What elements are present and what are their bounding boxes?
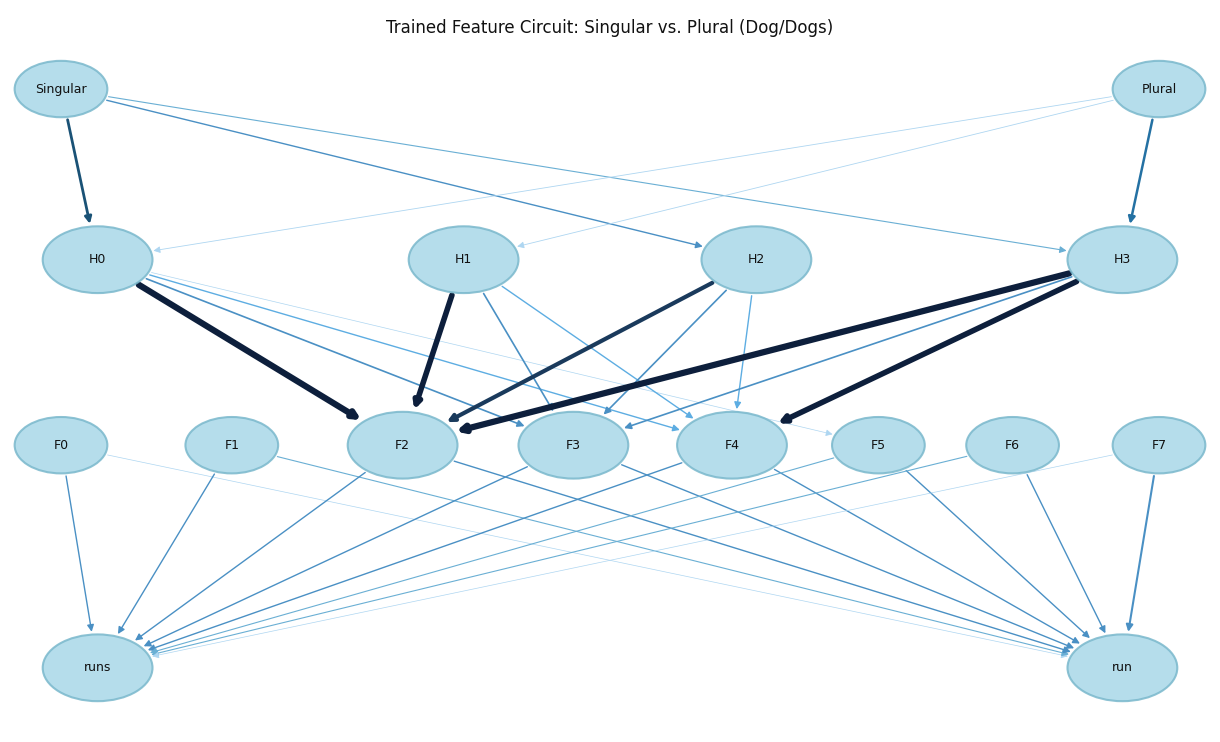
Text: runs: runs [84,661,111,674]
Ellipse shape [1068,226,1177,293]
Text: Singular: Singular [35,82,87,96]
Text: H3: H3 [1114,253,1131,266]
Ellipse shape [677,412,787,479]
Text: H0: H0 [89,253,106,266]
Text: F0: F0 [54,439,68,452]
Ellipse shape [1113,417,1205,473]
Text: F1: F1 [224,439,239,452]
Text: H2: H2 [748,253,765,266]
Ellipse shape [348,412,458,479]
Text: F6: F6 [1005,439,1020,452]
Ellipse shape [518,412,628,479]
Text: F7: F7 [1152,439,1166,452]
Text: F3: F3 [566,439,581,452]
Ellipse shape [966,417,1059,473]
Ellipse shape [43,634,152,701]
Ellipse shape [1068,634,1177,701]
Ellipse shape [702,226,811,293]
Ellipse shape [832,417,925,473]
Text: Trained Feature Circuit: Singular vs. Plural (Dog/Dogs): Trained Feature Circuit: Singular vs. Pl… [387,19,833,36]
Ellipse shape [43,226,152,293]
Ellipse shape [1113,61,1205,117]
Ellipse shape [15,61,107,117]
Ellipse shape [185,417,278,473]
Ellipse shape [15,417,107,473]
Text: run: run [1111,661,1133,674]
Text: Plural: Plural [1142,82,1176,96]
Text: F4: F4 [725,439,739,452]
Text: F2: F2 [395,439,410,452]
Ellipse shape [409,226,518,293]
Text: H1: H1 [455,253,472,266]
Text: F5: F5 [871,439,886,452]
